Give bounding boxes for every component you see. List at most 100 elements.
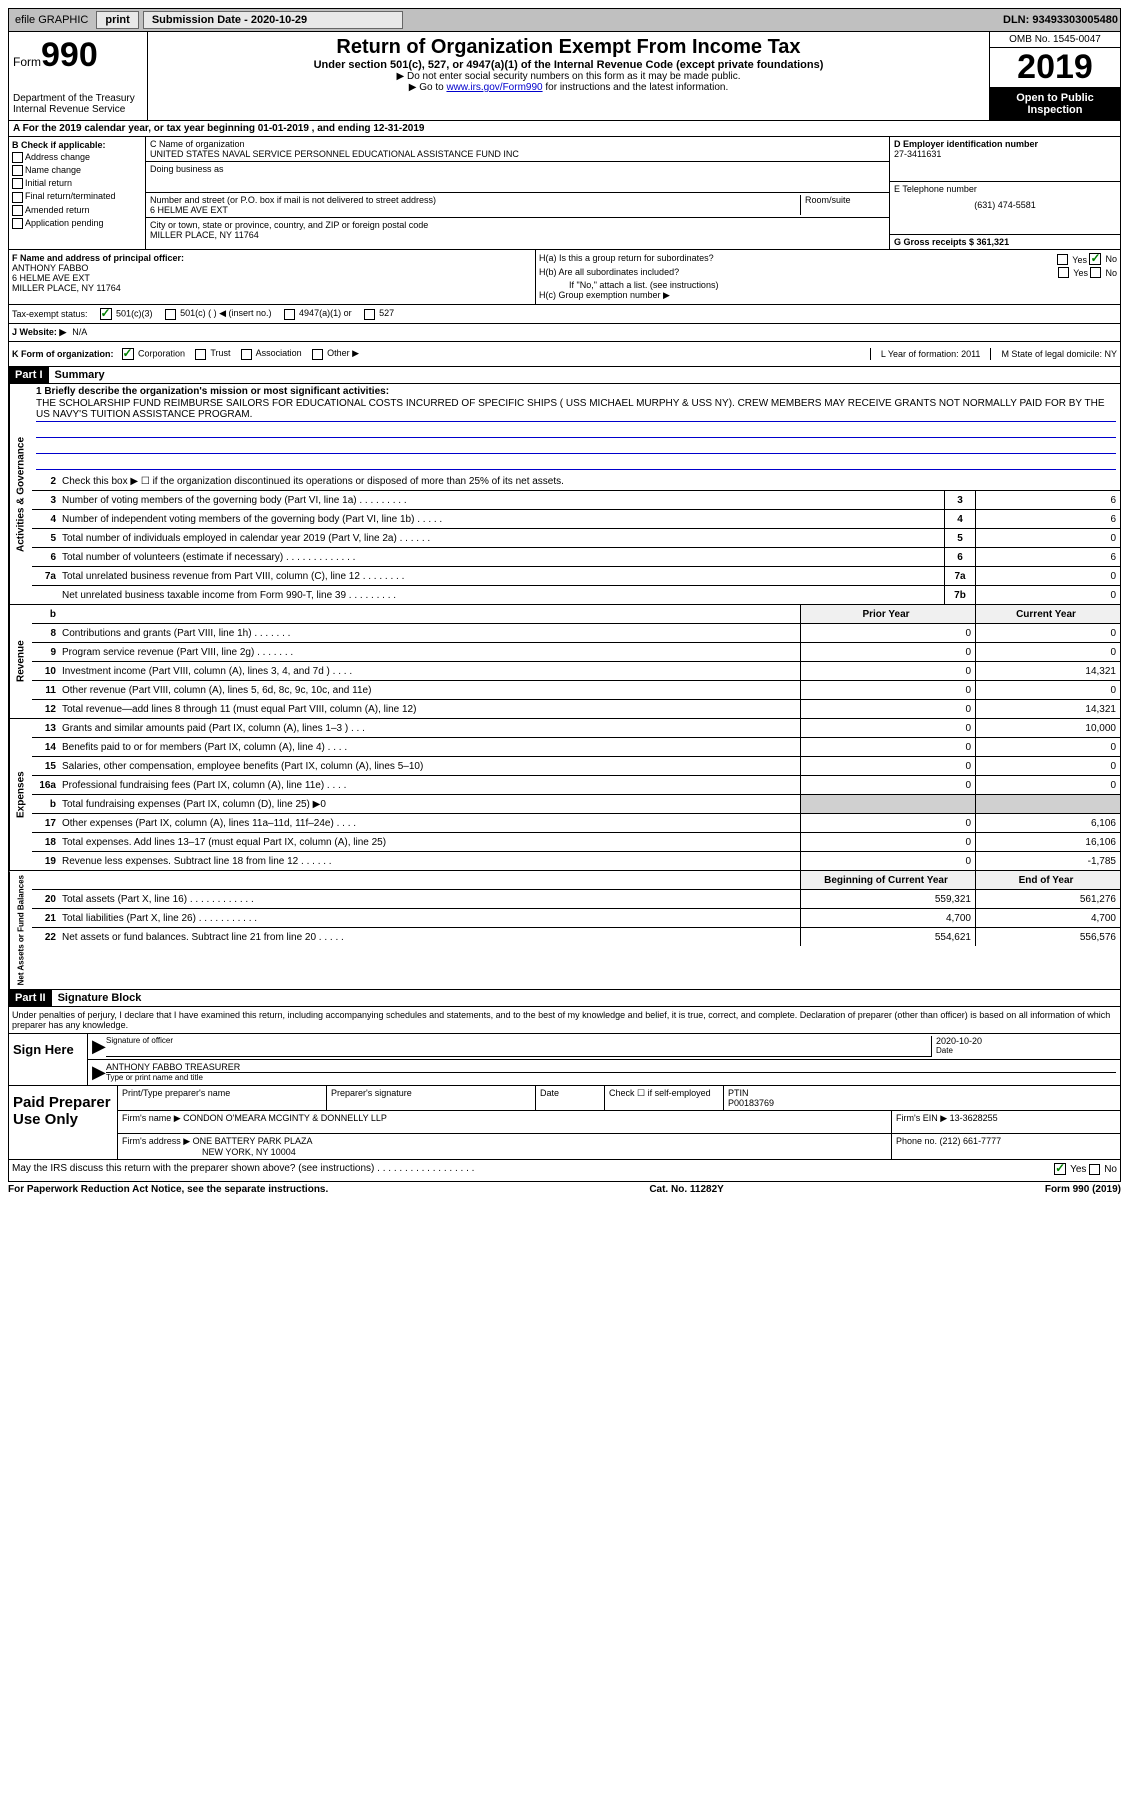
- ptin-value: P00183769: [728, 1098, 1116, 1108]
- caret-icon: ▶: [92, 1036, 106, 1057]
- ein-value: 27-3411631: [894, 149, 1116, 159]
- form-subtitle: Under section 501(c), 527, or 4947(a)(1)…: [156, 59, 981, 71]
- submission-date-button[interactable]: Submission Date - 2020-10-29: [143, 11, 403, 29]
- discuss-no: No: [1104, 1164, 1117, 1175]
- row-a-period: A For the 2019 calendar year, or tax yea…: [8, 121, 1121, 137]
- officer-name: ANTHONY FABBO: [12, 263, 532, 273]
- table-row: 18Total expenses. Add lines 13–17 (must …: [32, 833, 1120, 852]
- chk-final-return[interactable]: [12, 192, 23, 203]
- expenses-section: Expenses 13Grants and similar amounts pa…: [8, 719, 1121, 871]
- city-label: City or town, state or province, country…: [150, 220, 885, 230]
- firm-addr2: NEW YORK, NY 10004: [122, 1147, 887, 1157]
- tax-exempt-row: Tax-exempt status: 501(c)(3) 501(c) ( ) …: [8, 305, 1121, 324]
- irs-link[interactable]: www.irs.gov/Form990: [446, 82, 542, 93]
- activities-governance-section: Activities & Governance 1 Briefly descri…: [8, 384, 1121, 605]
- chk-other[interactable]: [312, 349, 323, 360]
- table-row: 6Total number of volunteers (estimate if…: [32, 548, 1120, 567]
- prep-date-label: Date: [536, 1086, 605, 1110]
- chk-501c[interactable]: [165, 309, 176, 320]
- chk-app-pending[interactable]: [12, 218, 23, 229]
- col-begin-header: Beginning of Current Year: [800, 871, 975, 889]
- form-header: Form990 Department of the Treasury Inter…: [8, 32, 1121, 121]
- table-row: 9Program service revenue (Part VIII, lin…: [32, 643, 1120, 662]
- opt-4947: 4947(a)(1) or: [299, 308, 352, 318]
- table-row: 4Number of independent voting members of…: [32, 510, 1120, 529]
- dept-label: Department of the Treasury Internal Reve…: [13, 93, 143, 115]
- chk-assoc[interactable]: [241, 349, 252, 360]
- chk-address-change[interactable]: [12, 152, 23, 163]
- officer-name-label: Type or print name and title: [106, 1072, 1116, 1082]
- chk-initial-return[interactable]: [12, 178, 23, 189]
- hb-no-chk[interactable]: [1090, 267, 1101, 278]
- opt-amended: Amended return: [25, 205, 90, 215]
- print-button[interactable]: print: [96, 11, 138, 29]
- ha-yes-chk[interactable]: [1057, 254, 1068, 265]
- table-row: 17Other expenses (Part IX, column (A), l…: [32, 814, 1120, 833]
- chk-name-change[interactable]: [12, 165, 23, 176]
- side-net: Net Assets or Fund Balances: [9, 871, 32, 989]
- mission-text: THE SCHOLARSHIP FUND REIMBURSE SAILORS F…: [36, 397, 1116, 422]
- part1-header-row: Part I Summary: [8, 367, 1121, 384]
- form-title: Return of Organization Exempt From Incom…: [156, 36, 981, 59]
- table-row: Net unrelated business taxable income fr…: [32, 586, 1120, 604]
- opt-501c3: 501(c)(3): [116, 308, 153, 318]
- sign-here-label: Sign Here: [9, 1034, 88, 1085]
- tax-year: 2019: [990, 48, 1120, 88]
- org-name: UNITED STATES NAVAL SERVICE PERSONNEL ED…: [150, 149, 885, 159]
- revenue-section: Revenue b Prior Year Current Year 8Contr…: [8, 605, 1121, 719]
- note2-suffix: for instructions and the latest informat…: [543, 82, 729, 93]
- hb-yes-chk[interactable]: [1058, 267, 1069, 278]
- caret-icon-2: ▶: [92, 1062, 106, 1083]
- top-toolbar: efile GRAPHIC print Submission Date - 20…: [8, 8, 1121, 32]
- ha-no-chk[interactable]: [1089, 253, 1101, 265]
- hb-yes: Yes: [1073, 268, 1088, 278]
- opt-corp: Corporation: [138, 348, 185, 358]
- omb-number: OMB No. 1545-0047: [990, 32, 1120, 48]
- phone-value: (631) 474-5581: [894, 194, 1116, 210]
- table-row: 7aTotal unrelated business revenue from …: [32, 567, 1120, 586]
- discuss-no-chk[interactable]: [1089, 1164, 1100, 1175]
- form-number: 990: [41, 36, 98, 74]
- discuss-row: May the IRS discuss this return with the…: [8, 1160, 1121, 1182]
- f-label: F Name and address of principal officer:: [12, 253, 532, 263]
- b-header: B Check if applicable:: [12, 140, 142, 150]
- chk-amended[interactable]: [12, 205, 23, 216]
- chk-501c3[interactable]: [100, 308, 112, 320]
- table-row: 11Other revenue (Part VIII, column (A), …: [32, 681, 1120, 700]
- officer-name-title: ANTHONY FABBO TREASURER: [106, 1062, 1116, 1072]
- chk-4947[interactable]: [284, 309, 295, 320]
- table-row: 19Revenue less expenses. Subtract line 1…: [32, 852, 1120, 870]
- org-address: 6 HELME AVE EXT: [150, 205, 800, 215]
- header-right: OMB No. 1545-0047 2019 Open to Public In…: [989, 32, 1120, 120]
- firm-addr-label: Firm's address ▶: [122, 1136, 190, 1146]
- table-row: 13Grants and similar amounts paid (Part …: [32, 719, 1120, 738]
- prep-check-label: Check ☐ if self-employed: [605, 1086, 724, 1110]
- discuss-text: May the IRS discuss this return with the…: [12, 1163, 474, 1178]
- table-row: 15Salaries, other compensation, employee…: [32, 757, 1120, 776]
- opt-address-change: Address change: [25, 152, 90, 162]
- website-value: N/A: [66, 327, 87, 338]
- opt-501c: 501(c) ( ) ◀ (insert no.): [180, 308, 271, 318]
- table-row: 5Total number of individuals employed in…: [32, 529, 1120, 548]
- firm-ein: Firm's EIN ▶ 13-3628255: [892, 1111, 1120, 1133]
- discuss-yes-chk[interactable]: [1054, 1163, 1066, 1175]
- table-row: 12Total revenue—add lines 8 through 11 (…: [32, 700, 1120, 718]
- table-row: 20Total assets (Part X, line 16) . . . .…: [32, 890, 1120, 909]
- tax-exempt-label: Tax-exempt status:: [12, 309, 88, 319]
- k-label: K Form of organization:: [12, 349, 122, 359]
- table-row: 22Net assets or fund balances. Subtract …: [32, 928, 1120, 946]
- chk-527[interactable]: [364, 309, 375, 320]
- ha-yes: Yes: [1072, 255, 1087, 265]
- col-b-checkboxes: B Check if applicable: Address change Na…: [9, 137, 146, 249]
- pra-notice: For Paperwork Reduction Act Notice, see …: [8, 1184, 328, 1195]
- inspection-label: Open to Public Inspection: [990, 88, 1120, 120]
- m-label: M State of legal domicile: NY: [990, 348, 1117, 360]
- firm-name-label: Firm's name ▶: [122, 1113, 181, 1123]
- col-c-org-info: C Name of organization UNITED STATES NAV…: [146, 137, 889, 249]
- chk-trust[interactable]: [195, 349, 206, 360]
- chk-corp[interactable]: [122, 348, 134, 360]
- opt-other: Other ▶: [327, 348, 359, 358]
- d-label: D Employer identification number: [894, 139, 1116, 149]
- col-de: D Employer identification number 27-3411…: [889, 137, 1120, 249]
- hb-label: H(b) Are all subordinates included?: [539, 267, 679, 280]
